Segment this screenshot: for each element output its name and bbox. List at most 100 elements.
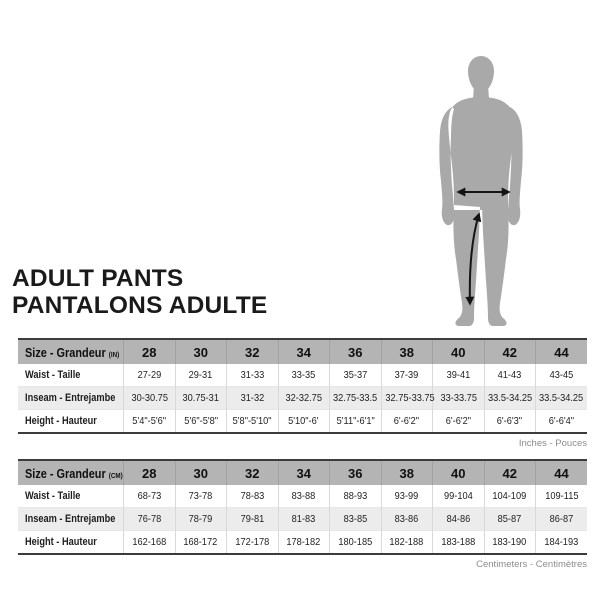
measurement-value: 73-78 <box>174 485 227 508</box>
measurement-value: 35-37 <box>329 364 381 387</box>
measurement-value: 30-30.75 <box>123 386 175 410</box>
centimeters-table-section: Size - Grandeur (CM) 28 30 32 34 36 38 40 42 44 Wa… <box>18 459 587 571</box>
measurement-row: Height - Hauteur 5'4"-5'6" 5'6"-5'8" 5'8"-5… <box>18 409 587 433</box>
measurement-value: 76-78 <box>123 507 175 531</box>
size-column-header: 40 <box>432 459 484 485</box>
measurement-value: 93-99 <box>380 485 433 508</box>
size-table-centimeters: Size - Grandeur (CM) 28 30 32 34 36 38 40 42 44 Wa… <box>18 459 587 555</box>
size-tables: Size - Grandeur (IN) 28 30 32 34 36 38 40 42 44 Wa… <box>18 338 587 571</box>
inches-table-section: Size - Grandeur (IN) 28 30 32 34 36 38 40 42 44 Wa… <box>18 338 587 450</box>
measurement-value: 88-93 <box>329 485 381 508</box>
measurement-value: 85-87 <box>483 507 536 531</box>
size-header-row: Size - Grandeur (CM) 28 30 32 34 36 38 40 42 44 <box>18 459 587 485</box>
measurement-value: 183-190 <box>483 530 536 554</box>
measurement-row: Waist - Taille 68-73 73-78 78-83 83-88 88-93 9… <box>18 485 587 508</box>
size-column-header: 42 <box>483 338 536 364</box>
row-label: Inseam - Entrejambe <box>25 392 116 404</box>
size-header-row: Size - Grandeur (IN) 28 30 32 34 36 38 40 42 44 <box>18 338 587 364</box>
size-table-inches: Size - Grandeur (IN) 28 30 32 34 36 38 40 42 44 Wa… <box>18 338 587 434</box>
measurement-value: 6'-6'2" <box>432 409 484 433</box>
measurement-value: 27-29 <box>123 364 175 387</box>
size-column-header: 44 <box>535 338 587 364</box>
measurement-value: 32.75-33.5 <box>329 386 381 410</box>
row-label: Height - Hauteur <box>25 536 97 548</box>
measurement-value: 83-86 <box>380 507 433 531</box>
size-column-header: 30 <box>174 459 227 485</box>
title-line-english: ADULT PANTS <box>12 265 184 292</box>
measurement-value: 29-31 <box>174 364 227 387</box>
measurement-value: 86-87 <box>535 507 587 531</box>
row-label: Waist - Taille <box>25 369 81 381</box>
measurement-value: 37-39 <box>380 364 433 387</box>
measurement-value: 31-32 <box>226 386 278 410</box>
measurement-value: 168-172 <box>174 530 227 554</box>
measurement-value: 104-109 <box>483 485 536 508</box>
unit-label: (IN) <box>108 349 120 359</box>
size-header-label: Size - Grandeur (CM) <box>18 459 124 485</box>
size-column-header: 28 <box>123 338 175 364</box>
measurement-value: 5'4"-5'6" <box>123 409 175 433</box>
measurement-value: 184-193 <box>535 530 587 554</box>
size-column-header: 44 <box>535 459 587 485</box>
adult-male-silhouette <box>439 56 523 326</box>
measurement-row: Inseam - Entrejambe 76-78 78-79 79-81 81-83 8… <box>18 507 587 531</box>
measurement-value: 78-83 <box>226 485 278 508</box>
measurement-row: Height - Hauteur 162-168 168-172 172-178 178… <box>18 530 587 554</box>
measurement-value: 31-33 <box>226 364 278 387</box>
measurement-value: 30.75-31 <box>174 386 227 410</box>
footnote-inches: Inches - Pouces <box>518 438 587 449</box>
measurement-value: 178-182 <box>277 530 330 554</box>
measurement-value: 68-73 <box>123 485 175 508</box>
page-title: ADULT PANTS PANTALONS ADULTE <box>12 265 268 319</box>
size-column-header: 36 <box>329 338 381 364</box>
size-column-header: 40 <box>432 338 484 364</box>
measurement-value: 162-168 <box>123 530 175 554</box>
measurement-value: 83-85 <box>329 507 381 531</box>
measurement-value: 32.75-33.75 <box>380 386 434 410</box>
measurement-value: 33-35 <box>277 364 330 387</box>
size-column-header: 30 <box>174 338 227 364</box>
measurement-value: 33.5-34.25 <box>535 386 587 410</box>
size-column-header: 32 <box>226 338 278 364</box>
title-line-french: PANTALONS ADULTE <box>12 291 268 319</box>
size-column-header: 34 <box>277 459 330 485</box>
measurement-value: 183-188 <box>432 530 484 554</box>
size-column-header: 28 <box>123 459 175 485</box>
size-column-header: 32 <box>226 459 278 485</box>
size-column-header: 34 <box>277 338 330 364</box>
unit-label: (CM) <box>108 470 123 480</box>
footnote-centimeters: Centimeters - Centimètres <box>476 559 587 570</box>
measurement-value: 5'8"-5'10" <box>226 409 278 433</box>
measurement-value: 99-104 <box>432 485 484 508</box>
measurement-value: 33-33.75 <box>432 386 484 410</box>
size-column-header: 38 <box>380 459 433 485</box>
measurement-value: 6'-6'2" <box>380 409 433 433</box>
measurement-value: 5'10"-6' <box>277 409 330 433</box>
measurement-value: 79-81 <box>226 507 278 531</box>
measurement-value: 109-115 <box>535 485 587 508</box>
measurement-value: 6'-6'3" <box>483 409 536 433</box>
measurement-value: 81-83 <box>277 507 330 531</box>
measurement-value: 5'11"-6'1" <box>329 409 381 433</box>
measurement-value: 39-41 <box>432 364 484 387</box>
measurement-value: 180-185 <box>329 530 381 554</box>
measurement-value: 5'6"-5'8" <box>174 409 227 433</box>
measurement-row: Waist - Taille 27-29 29-31 31-33 33-35 35-37 3… <box>18 364 587 387</box>
size-column-header: 42 <box>483 459 536 485</box>
size-header-label: Size - Grandeur (IN) <box>18 338 124 364</box>
size-column-header: 36 <box>329 459 381 485</box>
measurement-value: 6'-6'4" <box>535 409 587 433</box>
measurement-value: 33.5-34.25 <box>483 386 536 410</box>
inseam-arrow <box>465 212 482 306</box>
measurement-value: 182-188 <box>380 530 433 554</box>
measurement-value: 41-43 <box>483 364 536 387</box>
measurement-value: 172-178 <box>226 530 278 554</box>
measurement-value: 83-88 <box>277 485 330 508</box>
measurement-value: 78-79 <box>174 507 227 531</box>
row-label: Height - Hauteur <box>25 415 97 427</box>
measurement-value: 43-45 <box>535 364 587 387</box>
measurement-row: Inseam - Entrejambe 30-30.75 30.75-31 31-32… <box>18 386 587 410</box>
row-label: Inseam - Entrejambe <box>25 513 116 525</box>
measurement-value: 32-32.75 <box>277 386 330 410</box>
